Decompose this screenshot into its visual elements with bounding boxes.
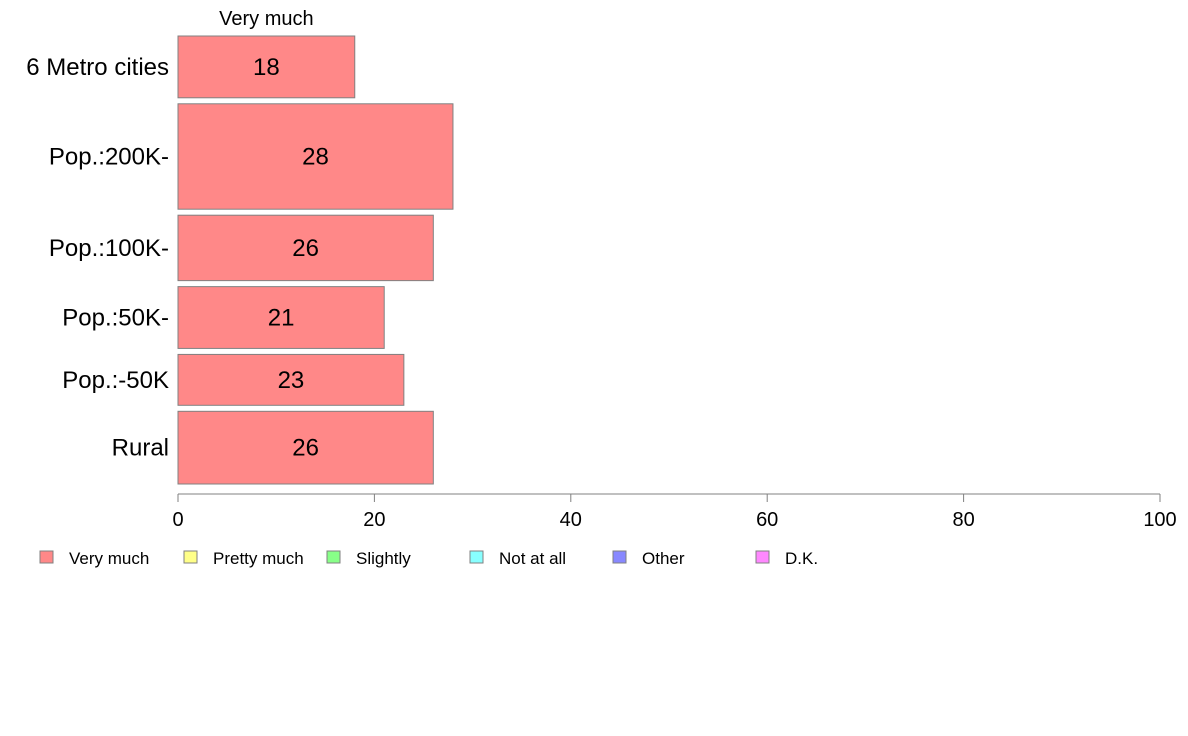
value-label: 23 <box>278 367 305 394</box>
category-label: Pop.:50K- <box>62 305 169 332</box>
legend-label: Slightly <box>356 549 411 568</box>
legend-label: Not at all <box>499 549 566 568</box>
value-label: 21 <box>268 305 295 332</box>
x-tick-label: 100 <box>1143 509 1176 531</box>
legend-swatch <box>469 550 484 564</box>
series-headers: Very much <box>219 8 313 30</box>
value-label: 18 <box>253 54 280 81</box>
legend-swatch <box>326 550 341 564</box>
x-axis: 0 20 40 60 80 100 <box>172 493 1177 531</box>
bar-4 <box>177 286 385 349</box>
legend-swatch <box>612 550 627 564</box>
x-tick-label: 20 <box>363 509 385 531</box>
bar-2 <box>177 103 454 210</box>
series-header: Very much <box>219 8 313 30</box>
x-tick-label: 0 <box>172 509 183 531</box>
bar-3 <box>177 214 434 282</box>
value-labels: 18 28 26 21 23 26 <box>253 54 329 462</box>
value-label: 26 <box>292 435 319 462</box>
bars-group <box>177 35 454 485</box>
x-tick-label: 40 <box>560 509 582 531</box>
legend-label: D.K. <box>785 549 818 568</box>
legend: Very much Pretty much Slightly Not at all Ot… <box>39 549 818 568</box>
bar-6 <box>177 410 434 485</box>
legend-swatch <box>183 550 198 564</box>
value-label: 28 <box>302 143 329 170</box>
category-labels: 6 Metro cities Pop.:200K- Pop.:100K- Pop.:5… <box>26 54 169 462</box>
bar-5 <box>177 353 405 406</box>
legend-swatch <box>39 550 54 564</box>
legend-label: Very much <box>69 549 149 568</box>
x-tick-label: 60 <box>756 509 778 531</box>
legend-swatch <box>755 550 770 564</box>
legend-label: Other <box>642 549 685 568</box>
category-label: Pop.:200K- <box>49 143 169 170</box>
category-label: 6 Metro cities <box>26 54 169 81</box>
x-tick-label: 80 <box>952 509 974 531</box>
bar-1 <box>177 35 356 99</box>
value-label: 26 <box>292 235 319 262</box>
category-label: Pop.:100K- <box>49 235 169 262</box>
category-label: Rural <box>112 435 169 462</box>
legend-label: Pretty much <box>213 549 304 568</box>
category-label: Pop.:-50K <box>62 367 169 394</box>
